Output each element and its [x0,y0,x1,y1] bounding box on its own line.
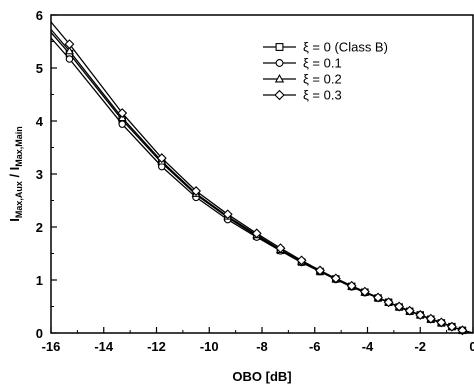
plot-frame [50,14,474,334]
x-tick-label: -2 [414,339,426,354]
y-tick-label: 0 [36,326,43,341]
series-xi-0-3-point [404,305,415,316]
series-xi-0-3-point [330,273,341,284]
series-xi-0-1-line [50,37,474,334]
x-tick-label: -14 [94,339,114,354]
series-xi-0-3-point [275,243,286,254]
series-xi-0-3-point [156,153,167,164]
series-xi-0-3-point [222,209,233,220]
x-tick-label: -12 [147,339,166,354]
series-xi-0-3-point [436,317,447,328]
x-tick-label: -10 [200,339,219,354]
x-tick-label: -4 [362,339,374,354]
y-tick-label: 6 [36,8,43,23]
x-axis-label: OBO [dB] [232,369,291,384]
x-tick-label: -8 [256,339,268,354]
series-xi-0-3-point [191,186,202,196]
legend-marker [274,89,285,101]
series-xi-0-3-point [64,39,75,50]
series-xi-0-3 [50,21,474,336]
legend-entry: ξ = 0 (Class B) [263,40,388,55]
series-xi-0-1-point [118,120,126,128]
legend-label: ξ = 0.3 [303,88,342,103]
series-xi-0-3-point [446,321,457,332]
legend-entry: ξ = 0.1 [263,56,342,71]
y-tick-label: 2 [36,220,43,235]
legend-label: ξ = 0 (Class B) [303,40,388,55]
legend-label: ξ = 0.1 [303,56,342,71]
series-xi-0-3-point [346,280,357,291]
series-xi-0-3-point [373,292,383,303]
series-xi-0-3-point [394,301,405,312]
series-xi-0-3-point [359,286,370,297]
series-xi-0-2-line [50,29,474,334]
series-xi-0-3-point [425,313,436,324]
y-tick-label: 5 [36,61,43,76]
series-xi-0-3-point [117,108,128,118]
series-xi-0-3-point [315,265,325,276]
series-class-b [50,31,474,335]
tick-marks [50,14,474,334]
series-class-b-line [50,31,474,334]
series-layer [50,21,474,336]
series-xi-0-2-point [65,46,74,55]
y-tick-label: 1 [36,273,43,288]
y-axis-label: IMax,Aux / IMax,Main [7,126,24,222]
series-xi-0-2 [50,29,474,334]
legend-marker [275,59,284,67]
series-xi-0-3-point [296,255,307,266]
y-tick-label: 4 [36,114,44,129]
x-tick-label: -16 [42,339,61,354]
x-tick-label: 0 [469,339,474,354]
series-xi-0-1-point [65,55,74,63]
series-xi-0-1 [50,37,474,335]
x-tick-label: -6 [309,339,321,354]
legend-entry: ξ = 0.2 [263,72,342,87]
series-xi-0-3-point [383,297,394,308]
series-xi-0-3-line [50,21,474,334]
legend-entry: ξ = 0.3 [263,88,342,103]
legend-label: ξ = 0.2 [303,72,342,87]
series-xi-0-3-point [415,310,426,320]
series-xi-0-3-point [251,228,262,239]
y-tick-label: 3 [36,167,43,182]
legend: ξ = 0 (Class B)ξ = 0.1ξ = 0.2ξ = 0.3 [263,40,388,103]
legend-marker [275,43,284,51]
legend-marker [274,73,285,83]
tick-labels: -16 -14 -12 -10 -8 -6 -4 -2 0 0 1 2 3 4 5 6 [36,8,474,354]
